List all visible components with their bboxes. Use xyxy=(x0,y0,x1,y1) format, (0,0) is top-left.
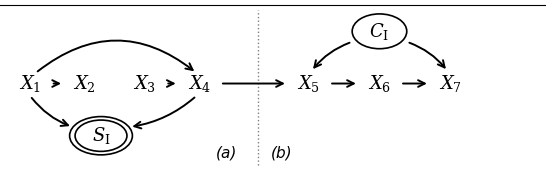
Text: (a): (a) xyxy=(216,146,238,161)
Text: $X_3$: $X_3$ xyxy=(133,73,156,94)
Text: $X_2$: $X_2$ xyxy=(73,73,96,94)
Ellipse shape xyxy=(352,14,407,49)
Text: $X_4$: $X_4$ xyxy=(188,73,211,94)
Text: $X_5$: $X_5$ xyxy=(297,73,320,94)
Text: $C_{\rm I}$: $C_{\rm I}$ xyxy=(370,21,389,42)
Text: $X_6$: $X_6$ xyxy=(368,73,391,94)
Text: $X_7$: $X_7$ xyxy=(439,73,462,94)
Text: (b): (b) xyxy=(270,146,292,161)
Ellipse shape xyxy=(75,120,127,151)
Text: $X_1$: $X_1$ xyxy=(19,73,41,94)
Text: $S_{\rm I}$: $S_{\rm I}$ xyxy=(92,125,110,146)
